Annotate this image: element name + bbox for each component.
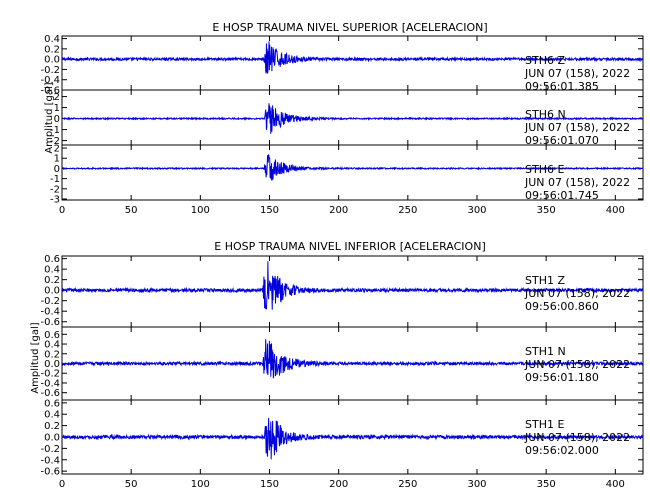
lower-n-station-label: STH1 N (525, 345, 566, 358)
upper-e-ytick-label: 1 (54, 154, 60, 165)
upper-e-ytick-label: -3 (50, 194, 60, 205)
upper-z-trace (61, 41, 644, 74)
upper-n-date-label: JUN 07 (158), 2022 (524, 121, 630, 134)
lower-z-ytick-label: 0.4 (44, 265, 60, 276)
lower-n-ytick-label: 0.4 (44, 340, 60, 351)
upper-e-time-label: 09:56:01.745 (525, 189, 599, 202)
upper-xtick-label: 350 (537, 205, 556, 216)
upper-n-ytick-label: -1 (50, 125, 60, 136)
lower-e-ytick-label: 0.2 (44, 421, 60, 432)
upper-chart-ylabel: Amplitud [gal] (44, 82, 55, 153)
lower-xtick-label: 100 (191, 479, 210, 490)
lower-xtick-label: 350 (537, 479, 556, 490)
lower-n-ytick-label: 0.6 (44, 330, 60, 341)
upper-z-ytick-label: -0.4 (40, 75, 60, 86)
lower-n-trace (61, 339, 644, 379)
upper-e-station-label: STH6 E (525, 163, 564, 176)
lower-e-ytick-label: -0.6 (40, 467, 60, 478)
lower-n-ytick-label: -0.6 (40, 388, 60, 399)
upper-e-trace (61, 154, 644, 181)
lower-z-time-label: 09:56:00.860 (525, 300, 599, 313)
lower-e-trace (61, 417, 644, 460)
upper-e-ytick-label: -1 (50, 174, 60, 185)
upper-xtick-label: 0 (59, 205, 65, 216)
upper-z-ytick-label: 0.4 (44, 34, 60, 45)
lower-xtick-label: 200 (329, 479, 348, 490)
upper-n-ytick-label: 0 (54, 114, 60, 125)
lower-n-ytick-label: 0.2 (44, 349, 60, 360)
lower-n-time-label: 09:56:01.180 (525, 371, 599, 384)
upper-xtick-label: 200 (329, 205, 348, 216)
lower-n-date-label: JUN 07 (158), 2022 (524, 358, 630, 371)
lower-xtick-label: 0 (59, 479, 65, 490)
lower-xtick-label: 300 (467, 479, 486, 490)
upper-n-ytick-label: 2 (54, 92, 60, 103)
lower-xtick-label: 50 (125, 479, 138, 490)
upper-z-ytick-label: -0.6 (40, 86, 60, 97)
lower-e-date-label: JUN 07 (158), 2022 (524, 431, 630, 444)
lower-z-ytick-label: 0.6 (44, 254, 60, 265)
upper-e-ytick-label: -2 (50, 184, 60, 195)
upper-xtick-label: 150 (260, 205, 279, 216)
lower-chart-ylabel: Amplitud [gal] (30, 322, 41, 393)
lower-n-ytick-label: 0.0 (44, 359, 60, 370)
lower-n-ytick-label: -0.4 (40, 378, 60, 389)
upper-z-date-label: JUN 07 (158), 2022 (524, 67, 630, 80)
lower-e-station-label: STH1 E (525, 418, 564, 431)
upper-n-station-label: STH6 N (525, 108, 566, 121)
lower-z-ytick-label: -0.4 (40, 307, 60, 318)
lower-xtick-label: 400 (606, 479, 625, 490)
upper-xtick-label: 50 (125, 205, 138, 216)
lower-e-ytick-label: -0.2 (40, 444, 60, 455)
lower-z-ytick-label: 0.0 (44, 286, 60, 297)
lower-e-ytick-label: 0.4 (44, 410, 60, 421)
lower-z-station-label: STH1 Z (525, 274, 565, 287)
upper-e-ytick-label: 0 (54, 164, 60, 175)
lower-z-date-label: JUN 07 (158), 2022 (524, 287, 630, 300)
lower-z-ytick-label: 0.2 (44, 275, 60, 286)
lower-xtick-label: 250 (398, 479, 417, 490)
lower-z-ytick-label: -0.2 (40, 296, 60, 307)
upper-z-ytick-label: 0.0 (44, 55, 60, 66)
lower-e-time-label: 09:56:02.000 (525, 444, 599, 457)
lower-e-ytick-label: -0.4 (40, 455, 60, 466)
upper-z-ytick-label: 0.2 (44, 44, 60, 55)
upper-xtick-label: 400 (606, 205, 625, 216)
upper-n-trace (61, 103, 644, 134)
upper-chart: E HOSP TRAUMA NIVEL SUPERIOR [ACELERACIO… (40, 21, 644, 216)
upper-e-ytick-label: 2 (54, 144, 60, 155)
lower-xtick-label: 150 (260, 479, 279, 490)
upper-xtick-label: 300 (467, 205, 486, 216)
upper-z-ytick-label: -0.2 (40, 65, 60, 76)
upper-n-time-label: 09:56:01.070 (525, 134, 599, 147)
upper-xtick-label: 100 (191, 205, 210, 216)
lower-chart: E HOSP TRAUMA NIVEL INFERIOR [ACELERACIO… (30, 240, 644, 490)
upper-xtick-label: 250 (398, 205, 417, 216)
lower-z-trace (61, 261, 644, 310)
upper-n-ytick-label: -2 (50, 136, 60, 147)
lower-chart-title: E HOSP TRAUMA NIVEL INFERIOR [ACELERACIO… (214, 240, 485, 253)
lower-e-ytick-label: 0.6 (44, 398, 60, 409)
upper-chart-title: E HOSP TRAUMA NIVEL SUPERIOR [ACELERACIO… (212, 21, 487, 34)
lower-e-ytick-label: 0.0 (44, 433, 60, 444)
lower-n-ytick-label: -0.2 (40, 369, 60, 380)
upper-n-ytick-label: 1 (54, 103, 60, 114)
upper-z-station-label: STH6 Z (525, 54, 565, 67)
lower-z-ytick-label: -0.6 (40, 317, 60, 328)
upper-e-date-label: JUN 07 (158), 2022 (524, 176, 630, 189)
upper-e-frame (61, 144, 644, 201)
upper-z-time-label: 09:56:01.385 (525, 80, 599, 93)
